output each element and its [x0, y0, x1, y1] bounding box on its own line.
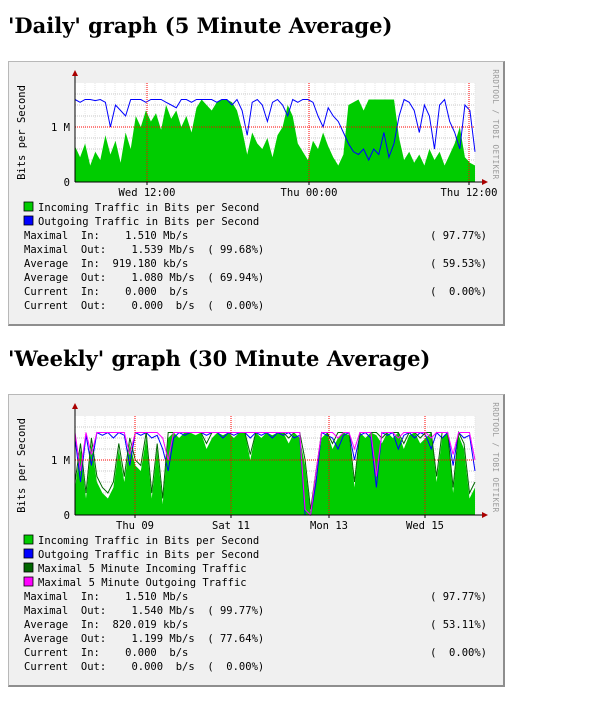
- daily-graph-svg: Wed 12:00 Thu 00:00 Thu 12:00 0 1 M Bits per …: [16, 69, 500, 312]
- daily-stat-line: Average Out: 1.080 Mb/s ( 69.94%): [24, 272, 264, 284]
- daily-stat-percent: ( 0.00%): [430, 286, 487, 298]
- weekly-series-3-line: [74, 432, 476, 517]
- daily-x-tick-label: Wed 12:00: [119, 187, 176, 199]
- daily-stat-line: Maximal Out: 1.539 Mb/s ( 99.68%): [24, 244, 264, 256]
- weekly-graph-svg: Thu 09 Sat 11 Mon 13 Wed 15 0 1 M Bits per Sec…: [16, 402, 500, 673]
- weekly-legend-label: Maximal 5 Minute Outgoing Traffic: [38, 577, 247, 589]
- weekly-x-tick-label: Sat 11: [212, 520, 250, 532]
- weekly-stat-line: Maximal Out: 1.540 Mb/s ( 99.77%): [24, 605, 264, 617]
- weekly-x-tick-label: Thu 09: [116, 520, 154, 532]
- weekly-stat-line: Average In: 820.019 kb/s: [24, 619, 188, 631]
- weekly-stat-percent: ( 0.00%): [430, 647, 487, 659]
- daily-series-0-area: [75, 99, 475, 182]
- daily-stat-percent: ( 97.77%): [430, 230, 487, 242]
- weekly-stat-line: Average Out: 1.199 Mb/s ( 77.64%): [24, 633, 264, 645]
- weekly-stat-percent: ( 97.77%): [430, 591, 487, 603]
- daily-legend-label: Outgoing Traffic in Bits per Second: [38, 216, 259, 228]
- weekly-y-axis-label: Bits per Second: [16, 418, 28, 513]
- daily-graph-panel: Wed 12:00 Thu 00:00 Thu 12:00 0 1 M Bits per …: [8, 61, 505, 326]
- weekly-legend-label: Incoming Traffic in Bits per Second: [38, 535, 259, 547]
- daily-stat-line: Average In: 919.180 kb/s: [24, 258, 188, 270]
- weekly-legend-swatch: [23, 576, 34, 587]
- daily-stat-percent: ( 59.53%): [430, 258, 487, 270]
- daily-stat-line: Current In: 0.000 b/s: [24, 286, 188, 298]
- weekly-series-0-area: [75, 432, 475, 515]
- daily-stat-line: Current Out: 0.000 b/s ( 0.00%): [24, 300, 264, 312]
- weekly-x-arrow: [482, 512, 488, 518]
- daily-graph-heading: 'Daily' graph (5 Minute Average): [8, 13, 393, 38]
- weekly-stat-line: Current In: 0.000 b/s: [24, 647, 188, 659]
- weekly-y-arrow: [72, 403, 78, 409]
- daily-stat-line: Maximal In: 1.510 Mb/s: [24, 230, 188, 242]
- weekly-stat-percent: ( 53.11%): [430, 619, 487, 631]
- weekly-legend-swatch: [23, 562, 34, 573]
- weekly-y-tick-label: 1 M: [51, 455, 70, 467]
- weekly-legend-swatch: [23, 548, 34, 559]
- daily-series-1-line: [74, 98, 476, 162]
- weekly-x-tick-label: Mon 13: [310, 520, 348, 532]
- daily-rrdtool-credit: RRDTOOL / TOBI OETIKER: [491, 69, 500, 179]
- weekly-graph-heading: 'Weekly' graph (30 Minute Average): [8, 346, 431, 371]
- weekly-stat-line: Current Out: 0.000 b/s ( 0.00%): [24, 661, 264, 673]
- daily-y-arrow: [72, 70, 78, 76]
- daily-x-tick-label: Thu 12:00: [441, 187, 498, 199]
- weekly-rrdtool-credit: RRDTOOL / TOBI OETIKER: [491, 402, 500, 512]
- daily-y-tick-label: 1 M: [51, 122, 70, 134]
- daily-legend-swatch: [23, 201, 34, 212]
- daily-y-tick-label: 0: [64, 177, 70, 189]
- weekly-legend-swatch: [23, 534, 34, 545]
- weekly-y-tick-label: 0: [64, 510, 70, 522]
- weekly-x-tick-label: Wed 15: [406, 520, 444, 532]
- weekly-graph-panel: Thu 09 Sat 11 Mon 13 Wed 15 0 1 M Bits per Sec…: [8, 394, 505, 687]
- daily-y-axis-label: Bits per Second: [16, 85, 28, 180]
- daily-x-arrow: [482, 179, 488, 185]
- daily-x-tick-label: Thu 00:00: [281, 187, 338, 199]
- weekly-legend-label: Outgoing Traffic in Bits per Second: [38, 549, 259, 561]
- daily-legend-swatch: [23, 215, 34, 226]
- weekly-legend-label: Maximal 5 Minute Incoming Traffic: [38, 563, 247, 575]
- weekly-stat-line: Maximal In: 1.510 Mb/s: [24, 591, 188, 603]
- daily-legend-label: Incoming Traffic in Bits per Second: [38, 202, 259, 214]
